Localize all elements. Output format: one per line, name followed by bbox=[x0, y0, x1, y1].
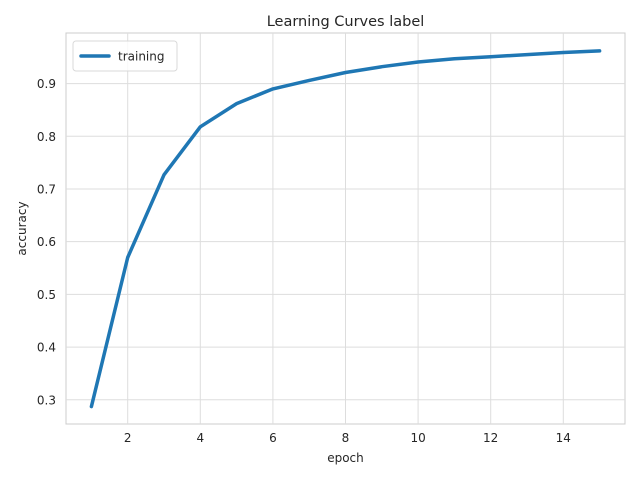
series-group bbox=[89, 49, 602, 409]
y-tick-label: 0.4 bbox=[37, 341, 56, 355]
legend: training bbox=[72, 40, 178, 72]
y-tick-label: 0.7 bbox=[37, 182, 56, 196]
x-tick-label: 6 bbox=[269, 431, 277, 445]
x-axis-label: epoch bbox=[327, 451, 364, 465]
y-tick-label: 0.8 bbox=[37, 130, 56, 144]
x-tick-label: 14 bbox=[556, 431, 571, 445]
y-tick-label: 0.6 bbox=[37, 235, 56, 249]
x-tick-label: 12 bbox=[483, 431, 498, 445]
chart-title: Learning Curves label bbox=[267, 14, 425, 30]
legend-label-training: training bbox=[118, 50, 165, 64]
x-tick-label: 2 bbox=[124, 431, 132, 445]
legend-box bbox=[72, 40, 178, 72]
x-tick-label: 10 bbox=[410, 431, 425, 445]
x-tick-label: 8 bbox=[342, 431, 350, 445]
gridlines bbox=[66, 33, 625, 424]
y-axis-label: accuracy bbox=[15, 201, 29, 255]
y-tick-label: 0.5 bbox=[37, 288, 56, 302]
x-tick-label: 4 bbox=[196, 431, 204, 445]
y-tick-label: 0.9 bbox=[37, 77, 56, 91]
series-line-training bbox=[89, 49, 602, 409]
tick-labels: 2 4 6 8 10 12 14 0.3 0.4 0.5 0.6 0.7 0.8 0.9 bbox=[37, 77, 571, 445]
y-tick-label: 0.3 bbox=[37, 393, 56, 407]
